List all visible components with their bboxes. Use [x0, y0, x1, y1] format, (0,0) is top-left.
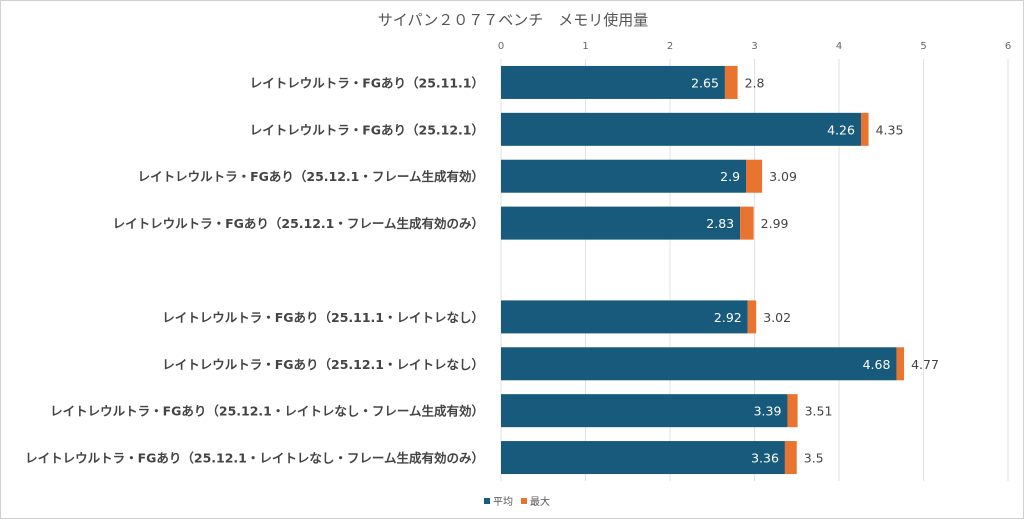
chart-title: サイパン２０７７ベンチ メモリ使用量 [378, 11, 648, 29]
category-label: レイトレウルトラ・FGあり（25.12.1・フレーム生成有効のみ） [113, 216, 484, 231]
x-tick-label: 5 [920, 41, 926, 52]
x-tick-label: 2 [667, 41, 673, 52]
data-label-max: 3.02 [763, 310, 791, 325]
data-label-average: 2.83 [706, 216, 734, 231]
data-label-average: 3.36 [751, 451, 779, 466]
data-label-average: 4.68 [863, 357, 891, 372]
data-label-max: 2.99 [761, 216, 789, 231]
category-label: レイトレウルトラ・FGあり（25.12.1・フレーム生成有効） [138, 169, 484, 184]
legend-swatch [484, 498, 490, 504]
bar-average [501, 159, 747, 193]
data-label-max: 2.8 [745, 75, 765, 90]
bar-max [784, 441, 797, 475]
category-label: レイトレウルトラ・FGあり（25.12.1・レイトレなし） [162, 357, 484, 372]
x-tick-label: 1 [582, 41, 588, 52]
data-label-average: 2.9 [720, 169, 740, 184]
bar-average [501, 65, 725, 99]
bar-average [501, 300, 748, 334]
legend-label: 平均 [493, 496, 513, 508]
category-label: レイトレウルトラ・FGあり（25.12.1・レイトレなし・フレーム生成有効） [50, 404, 484, 419]
bar-max [896, 347, 905, 381]
data-label-average: 2.92 [714, 310, 742, 325]
legend-label: 最大 [530, 495, 550, 508]
bar-average [501, 112, 861, 146]
category-label: レイトレウルトラ・FGあり（25.12.1） [250, 122, 484, 137]
data-label-max: 3.09 [769, 169, 797, 184]
bar-max [787, 394, 798, 428]
bar-max [746, 159, 763, 193]
data-label-average: 4.26 [827, 122, 855, 137]
bar-max [740, 206, 754, 240]
data-label-max: 4.77 [911, 357, 939, 372]
data-label-average: 2.65 [691, 75, 719, 90]
legend-swatch [521, 498, 527, 504]
x-tick-label: 4 [836, 41, 842, 52]
category-label: レイトレウルトラ・FGあり（25.12.1・レイトレなし・フレーム生成有効のみ） [25, 451, 484, 466]
bar-max [724, 65, 738, 99]
x-tick-label: 0 [498, 41, 504, 52]
data-label-max: 3.5 [804, 451, 824, 466]
category-label: レイトレウルトラ・FGあり（25.11.1） [250, 75, 484, 90]
bar-max [747, 300, 757, 334]
data-label-average: 3.39 [754, 404, 782, 419]
data-label-max: 4.35 [876, 122, 904, 137]
bar-average [501, 441, 785, 475]
data-label-max: 3.51 [805, 404, 833, 419]
x-tick-label: 3 [751, 41, 757, 52]
category-label: レイトレウルトラ・FGあり（25.11.1・レイトレなし） [162, 310, 484, 325]
bar-average [501, 206, 741, 240]
bar-average [501, 394, 788, 428]
x-tick-label: 6 [1005, 41, 1011, 52]
bar-max [860, 112, 869, 146]
bar-average [501, 347, 897, 381]
